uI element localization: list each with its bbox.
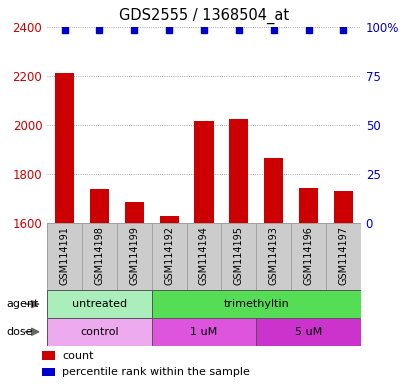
Bar	[263, 158, 283, 223]
Text: 5 uM: 5 uM	[294, 327, 321, 337]
Bar	[47, 318, 151, 346]
Bar	[221, 223, 256, 290]
Bar	[298, 187, 317, 223]
Text: percentile rank within the sample: percentile rank within the sample	[62, 367, 249, 377]
Text: GSM114194: GSM114194	[198, 227, 209, 285]
Text: GSM114195: GSM114195	[233, 227, 243, 285]
Bar	[151, 318, 256, 346]
Bar	[194, 121, 213, 223]
Bar	[42, 368, 55, 376]
Bar	[151, 290, 360, 318]
Text: count: count	[62, 351, 93, 361]
Text: GSM114199: GSM114199	[129, 227, 139, 285]
Bar	[117, 223, 151, 290]
Bar	[256, 318, 360, 346]
Bar	[42, 351, 55, 360]
Bar	[124, 202, 144, 223]
Bar	[47, 290, 151, 318]
Text: agent: agent	[6, 299, 38, 309]
Text: GSM114192: GSM114192	[164, 227, 174, 285]
Bar	[55, 73, 74, 223]
Bar	[151, 223, 186, 290]
Bar	[290, 223, 325, 290]
Bar	[90, 189, 109, 223]
Bar	[229, 119, 248, 223]
Text: untreated: untreated	[72, 299, 127, 309]
Text: control: control	[80, 327, 119, 337]
Text: 1 uM: 1 uM	[190, 327, 217, 337]
Bar	[159, 216, 178, 223]
Text: GSM114196: GSM114196	[303, 227, 313, 285]
Bar	[325, 223, 360, 290]
Text: GSM114197: GSM114197	[337, 227, 348, 285]
Text: GSM114198: GSM114198	[94, 227, 104, 285]
Text: dose: dose	[6, 327, 33, 337]
Text: GSM114191: GSM114191	[59, 227, 70, 285]
Bar	[47, 223, 82, 290]
Text: trimethyltin: trimethyltin	[223, 299, 288, 309]
Bar	[82, 223, 117, 290]
Bar	[256, 223, 290, 290]
Text: GSM114193: GSM114193	[268, 227, 278, 285]
Title: GDS2555 / 1368504_at: GDS2555 / 1368504_at	[119, 8, 288, 24]
Bar	[333, 191, 352, 223]
Bar	[186, 223, 221, 290]
